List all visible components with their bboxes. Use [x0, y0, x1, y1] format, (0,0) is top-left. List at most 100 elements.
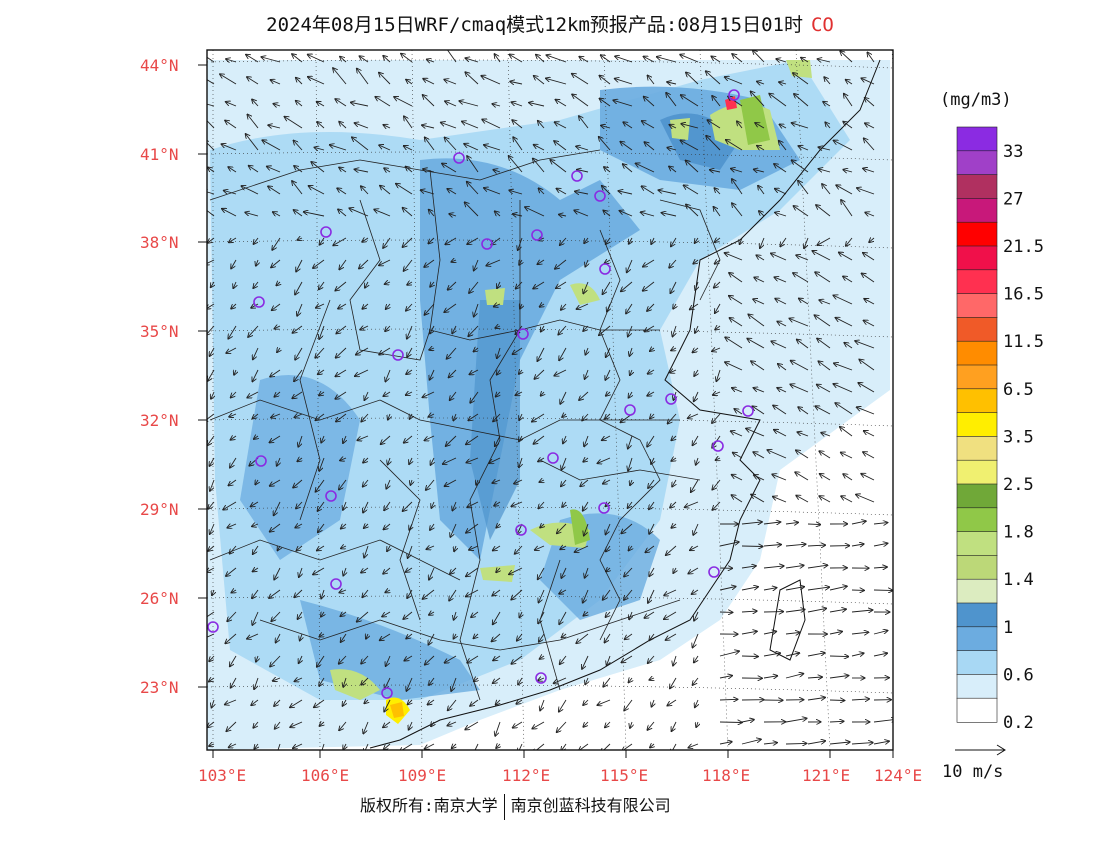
- city-marker: [207, 621, 219, 633]
- wind-arrow: [694, 369, 698, 376]
- wind-arrow: [600, 99, 611, 107]
- wind-arrow: [737, 121, 743, 129]
- wind-arrow: [748, 314, 765, 327]
- wind-arrow: [474, 634, 479, 638]
- wind-arrow: [604, 167, 611, 173]
- wind-arrow: [315, 347, 325, 358]
- wind-arrow: [864, 138, 875, 151]
- wind-arrow: [696, 721, 698, 727]
- wind-arrow: [366, 634, 368, 639]
- wind-arrow: [293, 325, 303, 333]
- wind-arrow: [801, 58, 809, 63]
- wind-arrow: [270, 523, 281, 532]
- wind-arrow: [424, 259, 435, 267]
- wind-arrow: [734, 409, 743, 415]
- wind-arrow: [706, 71, 721, 85]
- wind-arrow: [606, 568, 610, 572]
- wind-arrow: [321, 612, 324, 617]
- wind-arrow: [693, 633, 699, 648]
- wind-arrow: [833, 295, 853, 305]
- wind-arrow: [209, 457, 215, 466]
- wind-arrow: [715, 260, 721, 264]
- wind-arrow: [426, 546, 435, 549]
- wind-arrow: [561, 457, 567, 470]
- wind-arrow: [583, 458, 588, 462]
- wind-arrow: [517, 633, 523, 641]
- wind-arrow: [751, 91, 765, 107]
- wind-arrow: [509, 190, 523, 195]
- wind-arrow: [719, 742, 732, 744]
- wind-arrow: [493, 677, 501, 683]
- species-label: CO: [810, 14, 834, 36]
- wind-arrow: [410, 414, 413, 419]
- wind-arrow: [627, 259, 633, 272]
- wind-arrow: [519, 413, 522, 420]
- wind-arrow: [760, 237, 765, 248]
- wind-arrow: [669, 259, 677, 268]
- wind-arrow: [798, 181, 809, 195]
- wind-arrow: [496, 568, 500, 572]
- wind-arrow: [338, 209, 347, 217]
- wind-arrow: [474, 348, 479, 352]
- wind-arrow: [818, 147, 831, 150]
- wind-arrow: [688, 567, 699, 574]
- legend-swatch: [956, 531, 998, 556]
- wind-arrow: [340, 57, 347, 63]
- wind-arrow: [311, 162, 325, 173]
- wind-arrow: [550, 160, 567, 173]
- wind-arrow: [355, 123, 369, 129]
- wind-arrow: [313, 567, 325, 575]
- wind-arrow: [452, 501, 456, 511]
- wind-arrow: [807, 545, 825, 546]
- wind-arrow: [574, 210, 589, 217]
- wind-arrow: [441, 123, 457, 129]
- wind-arrow: [454, 545, 456, 551]
- wind-arrow: [404, 146, 413, 151]
- wind-arrow: [383, 567, 391, 574]
- wind-reference-label: 10 m/s: [942, 762, 1004, 782]
- wind-arrow: [772, 474, 787, 481]
- wind-arrow: [648, 76, 655, 85]
- wind-arrow: [606, 611, 611, 617]
- wind-arrow: [630, 479, 632, 485]
- wind-arrow: [672, 721, 677, 731]
- wind-arrow: [496, 524, 500, 528]
- city-marker: [598, 502, 610, 514]
- wind-arrow: [513, 214, 523, 216]
- wind-arrow: [730, 318, 743, 327]
- lat-label-44: 44°N: [140, 56, 179, 75]
- wind-arrow: [208, 167, 215, 173]
- wind-arrow: [817, 237, 831, 245]
- wind-arrow: [686, 161, 699, 173]
- wind-arrow: [317, 102, 325, 107]
- wind-arrow: [443, 457, 457, 464]
- wind-arrow: [241, 186, 259, 195]
- wind-arrow: [629, 237, 632, 244]
- wind-arrow: [290, 721, 303, 727]
- wind-arrow: [469, 545, 479, 550]
- wind-arrow: [747, 339, 765, 349]
- wind-arrow: [207, 259, 215, 265]
- wind-arrow: [252, 589, 259, 598]
- wind-arrow: [468, 413, 479, 420]
- wind-arrow: [562, 634, 567, 638]
- wind-arrow: [754, 475, 765, 481]
- wind-arrow: [421, 190, 435, 195]
- wind-arrow: [648, 370, 655, 374]
- wind-arrow: [741, 522, 762, 524]
- wind-arrow: [511, 102, 523, 107]
- wind-arrow: [715, 238, 721, 242]
- wind-arrow: [335, 391, 347, 399]
- wind-arrow: [666, 93, 677, 107]
- wind-arrow: [308, 77, 325, 85]
- wind-arrow: [442, 164, 457, 173]
- wind-arrow: [296, 259, 303, 272]
- wind-arrow: [430, 325, 434, 334]
- wind-arrow: [207, 721, 215, 727]
- wind-arrow: [556, 100, 567, 107]
- wind-arrow: [408, 700, 412, 704]
- wind-arrow: [339, 590, 347, 593]
- wind-arrow: [535, 545, 545, 550]
- wind-arrow: [540, 699, 545, 711]
- wind-arrow: [694, 611, 699, 621]
